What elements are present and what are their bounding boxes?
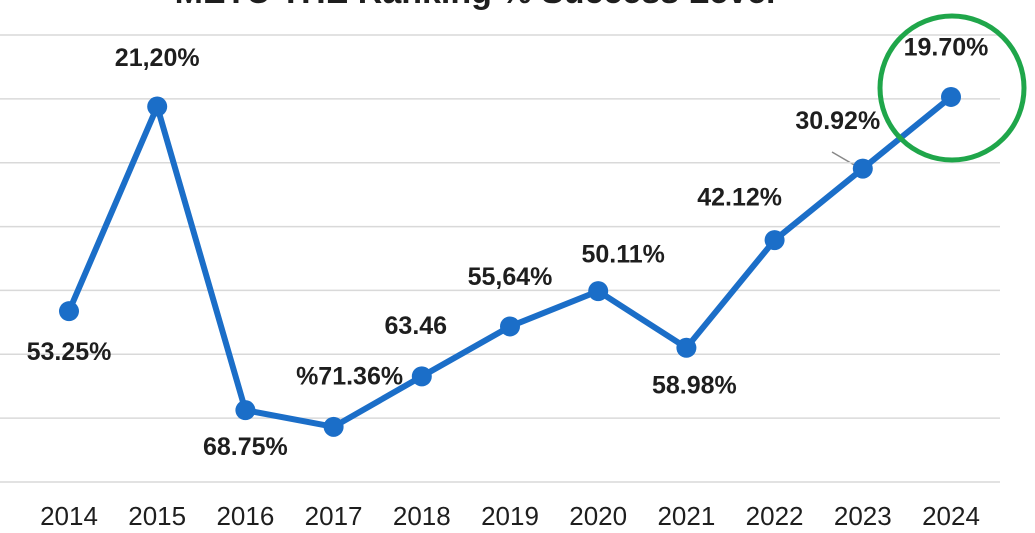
data-point xyxy=(147,96,168,117)
data-point xyxy=(59,301,79,322)
data-point xyxy=(852,158,873,179)
x-tick-label: 2015 xyxy=(128,501,186,531)
data-label: 55,64% xyxy=(468,263,553,291)
x-tick-label: 2016 xyxy=(216,501,274,531)
x-tick-label: 2017 xyxy=(305,501,363,531)
data-label: 42.12% xyxy=(697,184,782,212)
label-leader xyxy=(831,151,857,167)
data-point xyxy=(235,400,256,421)
x-tick-label: 2020 xyxy=(569,501,627,531)
data-label: 21,20% xyxy=(115,44,200,72)
x-tick-label: 2018 xyxy=(393,501,451,531)
data-label: 50.11% xyxy=(581,241,664,269)
data-point xyxy=(588,281,609,302)
data-label: %71.36% xyxy=(296,362,403,390)
data-label: 53.25% xyxy=(27,338,112,366)
x-tick-label: 2014 xyxy=(40,501,98,531)
x-tick-label: 2021 xyxy=(657,501,715,531)
data-label: 58.98% xyxy=(652,371,737,399)
data-label: 68.75% xyxy=(203,433,288,461)
data-point xyxy=(323,416,344,437)
data-point xyxy=(941,86,961,107)
data-label: 30.92% xyxy=(795,107,880,135)
x-tick-label: 2024 xyxy=(922,501,980,531)
series-line xyxy=(66,94,953,430)
highlight-circle xyxy=(877,13,1027,163)
x-tick-label: 2023 xyxy=(834,501,892,531)
chart-title: METU THE Ranking % Success Level xyxy=(175,0,776,11)
data-label: 63.46 xyxy=(385,312,448,340)
data-point xyxy=(764,230,785,251)
data-point xyxy=(676,337,697,358)
data-label: 19.70% xyxy=(904,34,989,62)
x-tick-label: 2022 xyxy=(746,501,804,531)
x-tick-label: 2019 xyxy=(481,501,539,531)
data-point xyxy=(500,316,520,337)
data-point xyxy=(411,366,432,387)
